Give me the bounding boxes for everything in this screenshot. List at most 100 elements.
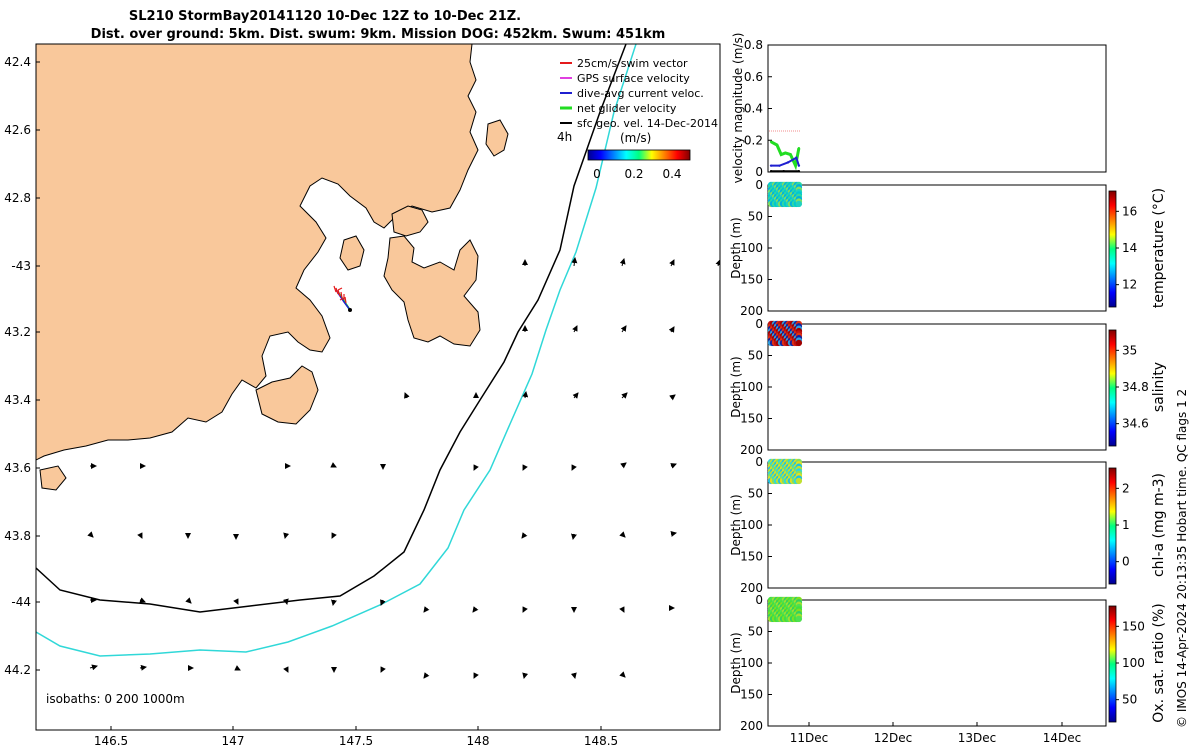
map-y-tick: 43.4 xyxy=(4,393,31,407)
variable-label: salinity xyxy=(1151,362,1167,412)
land-tasman-peninsula xyxy=(383,235,481,347)
legend-label: GPS surface velocity xyxy=(577,72,690,85)
profile-sample xyxy=(795,339,803,347)
copyright-text: © IMOS 14-Apr-2024 20:13:35 Hobart time.… xyxy=(1175,389,1189,728)
colorbar-tick: 12 xyxy=(1122,278,1137,292)
glider-track xyxy=(333,285,352,312)
depth-panel-2: 0 50 100 150 200 Depth (m) 34.6 34.8 35 salinity xyxy=(729,317,1167,457)
legend-label: sfc geo. vel. 14-Dec-2014 xyxy=(577,117,718,130)
velocity-point xyxy=(789,153,792,156)
colorbar-tick: 2 xyxy=(1122,481,1130,495)
velocity-y-tick: 0 xyxy=(755,165,763,179)
velocity-y-tick: 0.8 xyxy=(744,38,763,52)
map-y-tick-labels: 42.4 42.6 42.8 -43 43.2 43.4 43.6 43.8 -… xyxy=(4,55,31,677)
depth-y-tick: 150 xyxy=(740,273,763,287)
colorbar-tick: 50 xyxy=(1122,693,1137,707)
map-y-tick: 42.6 xyxy=(4,123,31,137)
velocity-y-tick: 0.6 xyxy=(744,70,763,84)
velocity-point xyxy=(782,170,785,173)
depth-y-tick: 200 xyxy=(740,719,763,733)
depth-panel-4: 0 50 100 150 200 Depth (m) 50 100 150 Ox. sat. ra… xyxy=(729,593,1167,733)
depth-y-tick: 0 xyxy=(755,317,763,331)
time-tick: 11Dec xyxy=(790,731,829,745)
depth-y-tick: 0 xyxy=(755,178,763,192)
title-line-1: SL210 StormBay20141120 10-Dec 12Z to 10-… xyxy=(129,9,521,24)
map-x-tick: 146.5 xyxy=(94,734,128,748)
colorbar-tick: 0.2 xyxy=(624,167,643,181)
legend-item-swim-vector: 25cm/s swim vector xyxy=(560,57,688,70)
map-y-tick: -43 xyxy=(11,259,31,273)
map-y-tick: 42.8 xyxy=(4,191,31,205)
velocity-y-label: velocity magnitude (m/s) xyxy=(731,33,745,184)
colorbar-tick: 35 xyxy=(1122,343,1137,357)
map-x-tick: 148 xyxy=(467,734,490,748)
velocity-panel: 0 0.2 0.4 0.6 0.8 velocity magnitude (m/s) xyxy=(731,33,1107,184)
velocity-point xyxy=(797,164,801,167)
depth-y-tick: 150 xyxy=(740,688,763,702)
velocity-point xyxy=(769,170,773,173)
depth-y-tick: 200 xyxy=(740,443,763,457)
variable-label: chl-a (mg m-3) xyxy=(1151,473,1167,577)
map-contents xyxy=(36,44,720,679)
velocity-y-ticks: 0 0.2 0.4 0.6 0.8 xyxy=(744,38,772,179)
colorbar-tick: 16 xyxy=(1122,204,1137,218)
map-y-tick: 44.2 xyxy=(4,663,31,677)
legend-item-net-glider: net glider velocity xyxy=(560,102,677,115)
depth-y-tick: 50 xyxy=(748,625,763,639)
sfc-geo-velocity-field xyxy=(87,257,720,679)
time-tick: 14Dec xyxy=(1043,731,1082,745)
velocity-point xyxy=(786,161,790,164)
colorbar-tick: 0 xyxy=(593,167,601,181)
depth-y-tick: 150 xyxy=(740,550,763,564)
colorbar-tick: 0 xyxy=(1122,555,1130,569)
depth-y-label: Depth (m) xyxy=(729,494,743,555)
map-y-tick: 43.8 xyxy=(4,529,31,543)
velocity-point xyxy=(779,153,783,156)
isobath-200m xyxy=(36,44,627,613)
map-x-tick: 148.5 xyxy=(584,734,618,748)
land-peninsula-west xyxy=(255,365,319,425)
colorbar-tick: 34.6 xyxy=(1122,417,1149,431)
map-x-tick-labels: 146.5 147 147.5 148 148.5 xyxy=(94,734,618,748)
depth-y-tick: 100 xyxy=(740,518,763,532)
variable-label: Ox. sat. ratio (%) xyxy=(1151,603,1167,722)
legend-label: net glider velocity xyxy=(577,102,677,115)
map-y-tick: -44 xyxy=(11,595,31,609)
colorbar xyxy=(1108,605,1117,723)
velocity-point xyxy=(797,146,801,150)
colorbar-tick: 0.4 xyxy=(662,167,681,181)
colorbar-tick: 150 xyxy=(1122,619,1145,633)
depth-panel-3: 0 50 100 150 200 Depth (m) 0 1 2 chl-a (mg m-3) xyxy=(729,455,1167,595)
title-line-2: Dist. over ground: 5km. Dist. swum: 9km.… xyxy=(91,27,666,42)
legend-label: 25cm/s swim vector xyxy=(577,57,688,70)
velocity-point xyxy=(784,151,787,155)
colorbar-tick: 1 xyxy=(1122,518,1130,532)
map-panel: 42.4 42.6 42.8 -43 43.2 43.4 43.6 43.8 -… xyxy=(4,43,721,748)
map-y-tick: 42.4 xyxy=(4,55,31,69)
legend-item-sfc-geo: sfc geo. vel. 14-Dec-2014 xyxy=(560,117,718,130)
depth-y-tick: 100 xyxy=(740,241,763,255)
velocity-point xyxy=(795,156,798,159)
velocity-point xyxy=(769,140,773,144)
depth-y-tick: 200 xyxy=(740,304,763,318)
depth-panel-1: 0 50 100 150 200 Depth (m) 12 14 16 temperature (… xyxy=(729,178,1167,318)
colorbar xyxy=(1108,190,1117,308)
depth-y-label: Depth (m) xyxy=(729,632,743,693)
colorbar-tick: 14 xyxy=(1122,241,1137,255)
depth-y-tick: 50 xyxy=(748,487,763,501)
land-island-east xyxy=(485,119,509,157)
profile-sample xyxy=(795,615,803,623)
speed-colorbar xyxy=(587,149,691,161)
legend-item-dive-current: dive-avg current veloc. xyxy=(560,87,704,100)
land-mainland xyxy=(36,44,479,461)
colorbar-tick: 34.8 xyxy=(1122,380,1149,394)
depth-y-tick: 50 xyxy=(748,349,763,363)
map-x-axis xyxy=(110,726,602,730)
profile-sample xyxy=(795,200,803,208)
map-y-tick: 43.6 xyxy=(4,461,31,475)
velocity-y-tick: 0.2 xyxy=(744,133,763,147)
velocity-y-tick: 0.4 xyxy=(744,102,763,116)
map-legend: 25cm/s swim vector GPS surface velocity … xyxy=(557,57,718,181)
